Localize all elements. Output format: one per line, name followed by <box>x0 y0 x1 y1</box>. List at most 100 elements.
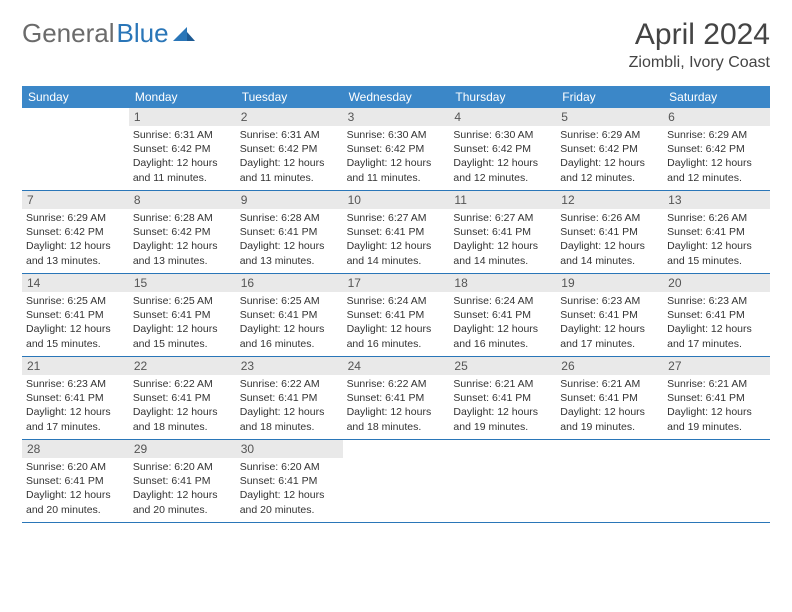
sunset-text: Sunset: 6:42 PM <box>240 142 339 156</box>
day-number: 17 <box>343 274 450 292</box>
sunset-text: Sunset: 6:41 PM <box>453 391 552 405</box>
daylight-text: Daylight: 12 hours and 20 minutes. <box>240 488 339 516</box>
day-body: Sunrise: 6:31 AMSunset: 6:42 PMDaylight:… <box>129 126 236 189</box>
sunrise-text: Sunrise: 6:23 AM <box>560 294 659 308</box>
dow-cell: Friday <box>556 86 663 108</box>
day-body: Sunrise: 6:20 AMSunset: 6:41 PMDaylight:… <box>129 458 236 521</box>
sunrise-text: Sunrise: 6:21 AM <box>560 377 659 391</box>
daylight-text: Daylight: 12 hours and 14 minutes. <box>560 239 659 267</box>
sunrise-text: Sunrise: 6:21 AM <box>453 377 552 391</box>
day-body: Sunrise: 6:21 AMSunset: 6:41 PMDaylight:… <box>663 375 770 438</box>
day-body: Sunrise: 6:23 AMSunset: 6:41 PMDaylight:… <box>22 375 129 438</box>
logo-word2: Blue <box>117 18 169 49</box>
daylight-text: Daylight: 12 hours and 18 minutes. <box>240 405 339 433</box>
day-number: 10 <box>343 191 450 209</box>
sunset-text: Sunset: 6:42 PM <box>26 225 125 239</box>
daylight-text: Daylight: 12 hours and 19 minutes. <box>667 405 766 433</box>
week-row: 21Sunrise: 6:23 AMSunset: 6:41 PMDayligh… <box>22 357 770 440</box>
sunset-text: Sunset: 6:41 PM <box>26 308 125 322</box>
daylight-text: Daylight: 12 hours and 17 minutes. <box>26 405 125 433</box>
day-body: Sunrise: 6:25 AMSunset: 6:41 PMDaylight:… <box>22 292 129 355</box>
daylight-text: Daylight: 12 hours and 14 minutes. <box>453 239 552 267</box>
sunset-text: Sunset: 6:41 PM <box>240 474 339 488</box>
sunset-text: Sunset: 6:41 PM <box>133 308 232 322</box>
logo-word1: General <box>22 18 115 49</box>
daylight-text: Daylight: 12 hours and 17 minutes. <box>560 322 659 350</box>
daylight-text: Daylight: 12 hours and 14 minutes. <box>347 239 446 267</box>
sunrise-text: Sunrise: 6:27 AM <box>347 211 446 225</box>
day-number: 20 <box>663 274 770 292</box>
week-row: 14Sunrise: 6:25 AMSunset: 6:41 PMDayligh… <box>22 274 770 357</box>
sunrise-text: Sunrise: 6:22 AM <box>240 377 339 391</box>
weeks-container: 1Sunrise: 6:31 AMSunset: 6:42 PMDaylight… <box>22 108 770 523</box>
daylight-text: Daylight: 12 hours and 16 minutes. <box>453 322 552 350</box>
day-cell: 20Sunrise: 6:23 AMSunset: 6:41 PMDayligh… <box>663 274 770 356</box>
sunrise-text: Sunrise: 6:30 AM <box>453 128 552 142</box>
sunset-text: Sunset: 6:42 PM <box>453 142 552 156</box>
daylight-text: Daylight: 12 hours and 11 minutes. <box>347 156 446 184</box>
day-body: Sunrise: 6:24 AMSunset: 6:41 PMDaylight:… <box>449 292 556 355</box>
dow-cell: Sunday <box>22 86 129 108</box>
daylight-text: Daylight: 12 hours and 19 minutes. <box>560 405 659 433</box>
dow-cell: Wednesday <box>343 86 450 108</box>
sunset-text: Sunset: 6:42 PM <box>347 142 446 156</box>
day-number: 19 <box>556 274 663 292</box>
day-cell: 25Sunrise: 6:21 AMSunset: 6:41 PMDayligh… <box>449 357 556 439</box>
day-cell: 28Sunrise: 6:20 AMSunset: 6:41 PMDayligh… <box>22 440 129 522</box>
sunrise-text: Sunrise: 6:22 AM <box>347 377 446 391</box>
day-number: 6 <box>663 108 770 126</box>
day-body: Sunrise: 6:26 AMSunset: 6:41 PMDaylight:… <box>663 209 770 272</box>
calendar: Sunday Monday Tuesday Wednesday Thursday… <box>22 86 770 523</box>
week-row: 28Sunrise: 6:20 AMSunset: 6:41 PMDayligh… <box>22 440 770 523</box>
day-cell: 17Sunrise: 6:24 AMSunset: 6:41 PMDayligh… <box>343 274 450 356</box>
day-body: Sunrise: 6:29 AMSunset: 6:42 PMDaylight:… <box>22 209 129 272</box>
day-cell: 1Sunrise: 6:31 AMSunset: 6:42 PMDaylight… <box>129 108 236 190</box>
day-cell: 8Sunrise: 6:28 AMSunset: 6:42 PMDaylight… <box>129 191 236 273</box>
day-cell <box>449 440 556 522</box>
sunset-text: Sunset: 6:41 PM <box>347 308 446 322</box>
sunset-text: Sunset: 6:41 PM <box>560 391 659 405</box>
sunrise-text: Sunrise: 6:31 AM <box>240 128 339 142</box>
day-body: Sunrise: 6:28 AMSunset: 6:42 PMDaylight:… <box>129 209 236 272</box>
sunset-text: Sunset: 6:41 PM <box>240 308 339 322</box>
day-body: Sunrise: 6:27 AMSunset: 6:41 PMDaylight:… <box>449 209 556 272</box>
daylight-text: Daylight: 12 hours and 16 minutes. <box>240 322 339 350</box>
day-body: Sunrise: 6:25 AMSunset: 6:41 PMDaylight:… <box>236 292 343 355</box>
day-cell: 13Sunrise: 6:26 AMSunset: 6:41 PMDayligh… <box>663 191 770 273</box>
sunset-text: Sunset: 6:42 PM <box>133 142 232 156</box>
sunrise-text: Sunrise: 6:29 AM <box>26 211 125 225</box>
daylight-text: Daylight: 12 hours and 17 minutes. <box>667 322 766 350</box>
day-number: 23 <box>236 357 343 375</box>
sunrise-text: Sunrise: 6:23 AM <box>667 294 766 308</box>
day-number: 27 <box>663 357 770 375</box>
day-body: Sunrise: 6:26 AMSunset: 6:41 PMDaylight:… <box>556 209 663 272</box>
daylight-text: Daylight: 12 hours and 18 minutes. <box>347 405 446 433</box>
dow-row: Sunday Monday Tuesday Wednesday Thursday… <box>22 86 770 108</box>
daylight-text: Daylight: 12 hours and 12 minutes. <box>560 156 659 184</box>
day-number: 1 <box>129 108 236 126</box>
sunrise-text: Sunrise: 6:29 AM <box>560 128 659 142</box>
day-body: Sunrise: 6:29 AMSunset: 6:42 PMDaylight:… <box>663 126 770 189</box>
day-cell: 5Sunrise: 6:29 AMSunset: 6:42 PMDaylight… <box>556 108 663 190</box>
sunset-text: Sunset: 6:41 PM <box>453 308 552 322</box>
day-cell: 26Sunrise: 6:21 AMSunset: 6:41 PMDayligh… <box>556 357 663 439</box>
daylight-text: Daylight: 12 hours and 11 minutes. <box>240 156 339 184</box>
dow-cell: Saturday <box>663 86 770 108</box>
day-cell: 27Sunrise: 6:21 AMSunset: 6:41 PMDayligh… <box>663 357 770 439</box>
sunrise-text: Sunrise: 6:20 AM <box>133 460 232 474</box>
day-body: Sunrise: 6:21 AMSunset: 6:41 PMDaylight:… <box>556 375 663 438</box>
day-number <box>343 440 450 444</box>
sunrise-text: Sunrise: 6:24 AM <box>453 294 552 308</box>
sunset-text: Sunset: 6:41 PM <box>133 474 232 488</box>
title-block: April 2024 Ziombli, Ivory Coast <box>629 18 770 72</box>
sunrise-text: Sunrise: 6:25 AM <box>26 294 125 308</box>
day-number: 11 <box>449 191 556 209</box>
day-cell <box>22 108 129 190</box>
day-number: 3 <box>343 108 450 126</box>
day-body: Sunrise: 6:27 AMSunset: 6:41 PMDaylight:… <box>343 209 450 272</box>
dow-cell: Tuesday <box>236 86 343 108</box>
sunset-text: Sunset: 6:42 PM <box>133 225 232 239</box>
sunset-text: Sunset: 6:42 PM <box>560 142 659 156</box>
sunset-text: Sunset: 6:41 PM <box>560 225 659 239</box>
day-number: 21 <box>22 357 129 375</box>
